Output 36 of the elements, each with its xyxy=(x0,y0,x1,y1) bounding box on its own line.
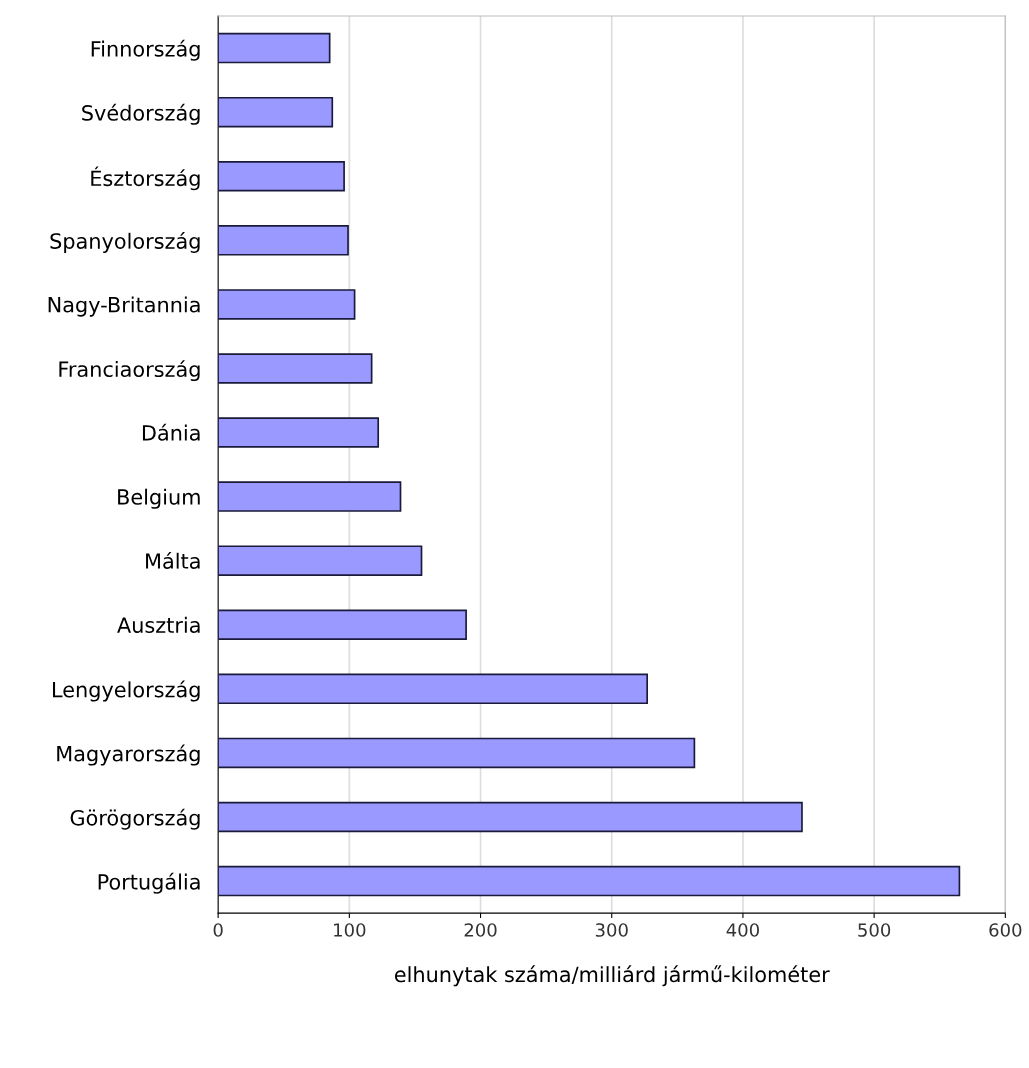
bar xyxy=(218,96,334,128)
x-tick-label: 200 xyxy=(464,923,497,937)
y-tick-label: Észtország xyxy=(91,166,200,191)
bar xyxy=(218,737,696,769)
bar xyxy=(218,801,803,833)
y-tick-label: Svédország xyxy=(82,103,200,125)
bar xyxy=(218,545,423,576)
bar xyxy=(218,865,961,897)
y-tick-label: Spanyolország xyxy=(50,231,200,253)
x-tick-label: 400 xyxy=(726,923,759,937)
y-tick-label: Portugália xyxy=(98,872,200,894)
bar xyxy=(218,160,345,192)
y-tick-label: Belgium xyxy=(118,488,200,509)
bar xyxy=(218,673,648,705)
x-tick-label: 300 xyxy=(595,923,628,937)
y-tick-label: Ausztria xyxy=(117,616,200,633)
y-tick-label: Magyarország xyxy=(57,744,200,766)
y-tick-label: Franciaország xyxy=(59,360,200,382)
bar xyxy=(218,289,356,320)
y-tick-label: Finnország xyxy=(91,39,200,61)
x-tick-label: 600 xyxy=(989,923,1022,937)
y-tick-label: Dánia xyxy=(142,423,200,441)
x-tick-label: 100 xyxy=(334,923,366,937)
bar xyxy=(218,353,373,384)
x-tick-label: 0 xyxy=(213,923,223,937)
bar xyxy=(218,225,349,256)
bar xyxy=(218,481,402,512)
y-tick-label: Görögország xyxy=(70,808,200,830)
y-tick-label: Málta xyxy=(146,551,200,569)
y-tick-label: Lengyelország xyxy=(53,680,200,702)
bar xyxy=(218,417,380,448)
x-axis-title: elhunytak száma/milliárd jármű-kilométer xyxy=(394,965,830,987)
y-tick-label: Nagy-Britannia xyxy=(48,296,200,317)
bar xyxy=(218,609,467,641)
x-tick-label: 500 xyxy=(858,923,891,937)
bar xyxy=(218,32,331,64)
